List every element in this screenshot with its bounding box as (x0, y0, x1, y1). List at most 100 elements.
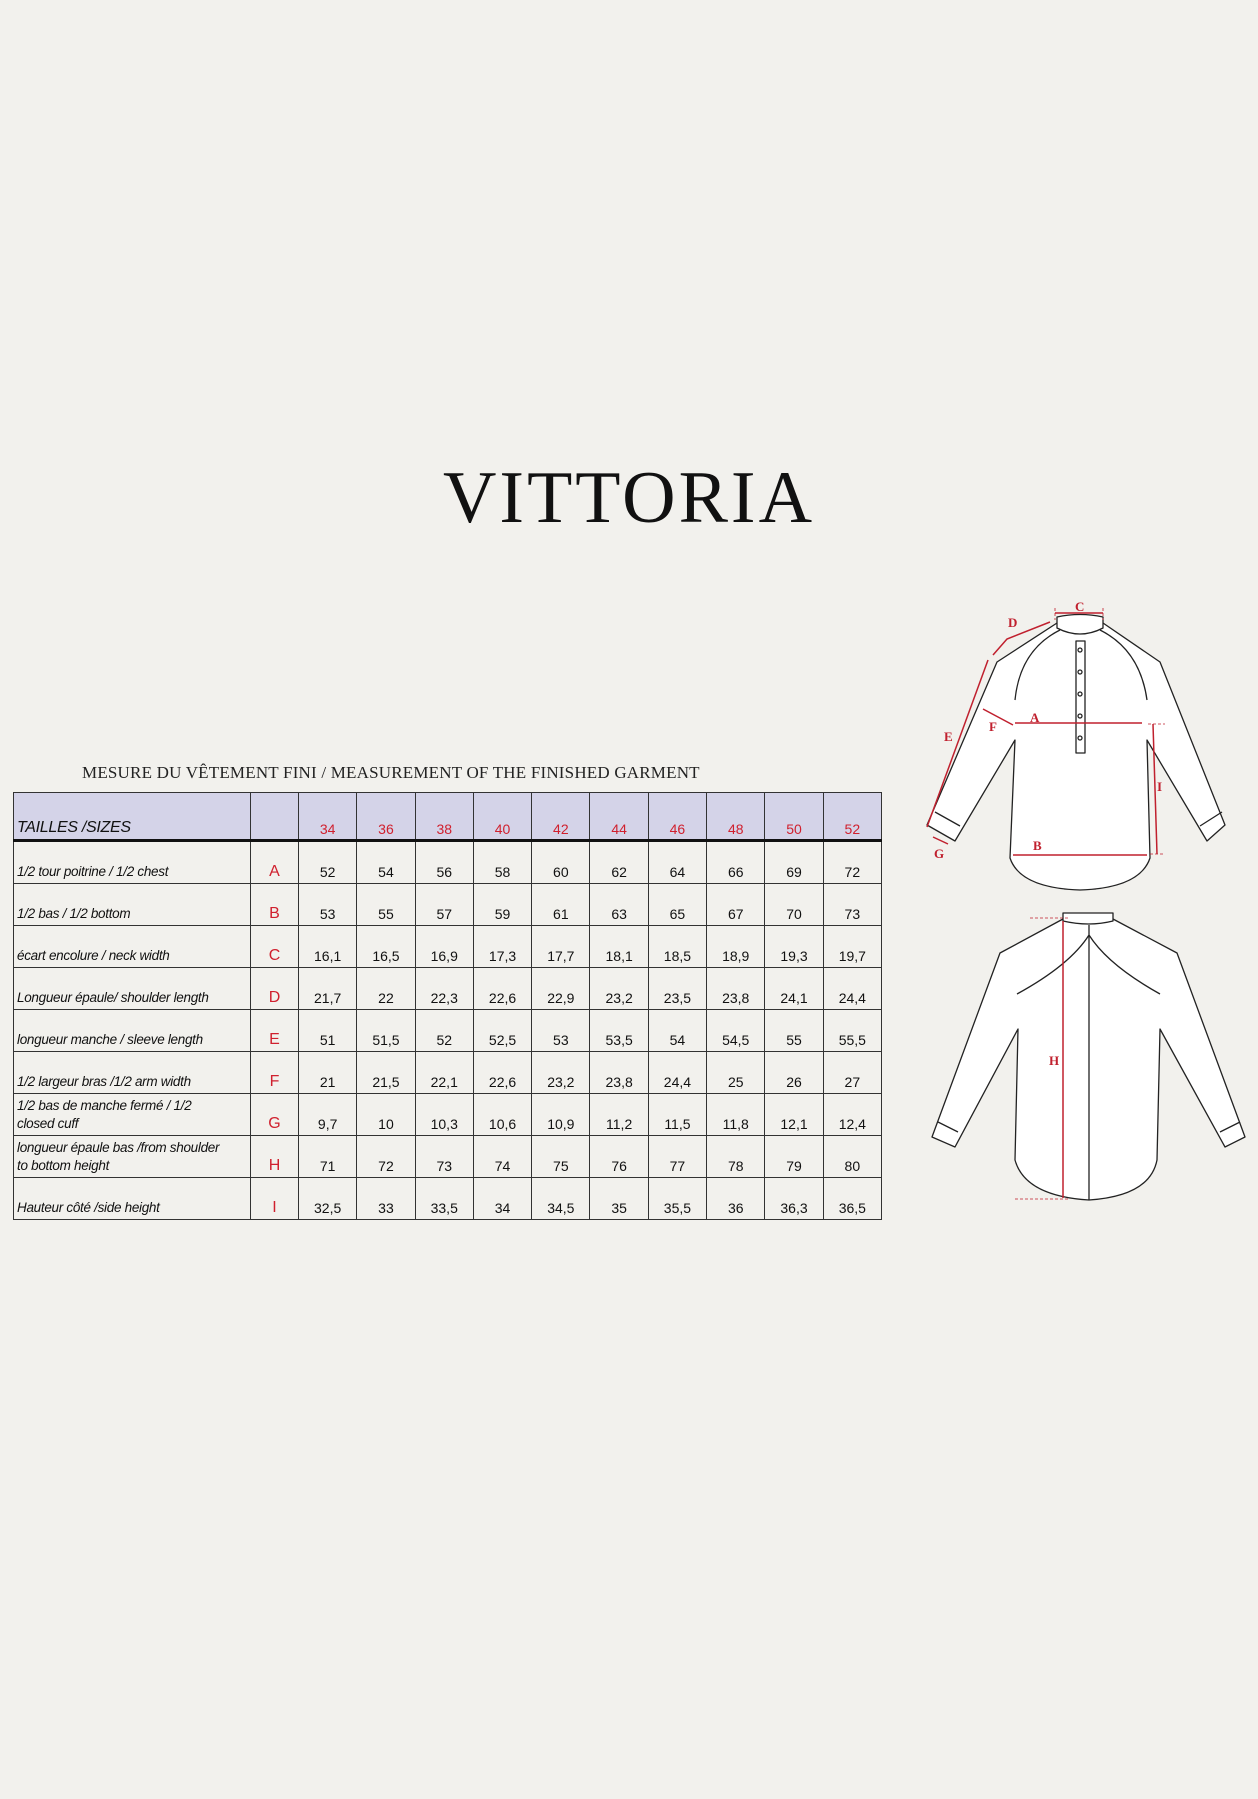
measurement-value: 23,2 (531, 1051, 591, 1094)
label-h: H (1049, 1053, 1059, 1068)
measurement-value: 35 (589, 1177, 649, 1220)
measurement-value: 33 (356, 1177, 416, 1220)
table-row: Longueur épaule/ shoulder length D 21,7 22 2… (13, 967, 882, 1010)
measurement-value: 17,7 (531, 925, 591, 968)
measurement-value: 70 (764, 883, 824, 926)
measurement-value: 55,5 (822, 1009, 882, 1052)
label-d: D (1008, 615, 1017, 630)
size-table: TAILLES /SIZES 34 36 38 40 42 44 46 48 50 52 1/2 to… (13, 792, 882, 1220)
measurement-value: 36 (706, 1177, 766, 1220)
measurement-value: 69 (764, 840, 824, 884)
label-i: I (1157, 779, 1162, 794)
label-f: F (989, 719, 997, 734)
measurement-value: 17,3 (472, 925, 533, 968)
measurement-label: 1/2 bas de manche fermé / 1/2 closed cuf… (13, 1093, 251, 1136)
table-header-row: TAILLES /SIZES 34 36 38 40 42 44 46 48 50 52 (13, 792, 882, 842)
measurement-value: 19,3 (764, 925, 824, 968)
measure-line-f (982, 708, 1014, 726)
measurement-value: 23,2 (589, 967, 649, 1010)
measurement-letter: C (250, 925, 299, 968)
measurement-value: 35,5 (647, 1177, 708, 1220)
measurement-value: 22 (356, 967, 416, 1010)
measurement-value: 24,1 (764, 967, 824, 1010)
measurement-value: 72 (822, 840, 882, 884)
measurement-value: 23,8 (589, 1051, 649, 1094)
measurement-label: 1/2 tour poitrine / 1/2 chest (13, 840, 251, 884)
measurement-letter: A (250, 840, 299, 884)
measurement-value: 52 (297, 840, 358, 884)
measurement-value: 54 (356, 840, 416, 884)
measurement-value: 51 (297, 1009, 358, 1052)
size-header: 36 (356, 792, 416, 842)
measurement-value: 18,9 (706, 925, 766, 968)
table-row: 1/2 largeur bras /1/2 arm width F 21 21,5 22… (13, 1051, 882, 1094)
measurement-value: 51,5 (356, 1009, 416, 1052)
measurement-value: 22,3 (414, 967, 474, 1010)
measurement-value: 72 (356, 1135, 416, 1178)
measurement-value: 79 (764, 1135, 824, 1178)
measurement-label: longueur manche / sleeve length (13, 1009, 251, 1052)
size-header: 38 (414, 792, 474, 842)
table-row: 1/2 tour poitrine / 1/2 chest A 52 54 56 58 60… (13, 840, 882, 884)
measurement-value: 67 (706, 883, 766, 926)
label-a: A (1030, 710, 1040, 725)
measurement-value: 80 (822, 1135, 882, 1178)
measurement-value: 34,5 (531, 1177, 591, 1220)
measurement-value: 75 (531, 1135, 591, 1178)
measurement-value: 77 (647, 1135, 708, 1178)
measure-line-i (1152, 723, 1158, 855)
measurement-value: 60 (531, 840, 591, 884)
measurement-value: 12,1 (764, 1093, 824, 1136)
label-g: G (934, 846, 944, 861)
size-header: 46 (647, 792, 708, 842)
label-b: B (1033, 838, 1042, 853)
measure-line-e (926, 659, 989, 828)
table-row: écart encolure / neck width C 16,1 16,5 16,9… (13, 925, 882, 968)
measurement-value: 74 (472, 1135, 533, 1178)
measure-line-g (932, 836, 949, 845)
measurement-letter: E (250, 1009, 299, 1052)
measurement-value: 24,4 (822, 967, 882, 1010)
measurement-value: 52,5 (472, 1009, 533, 1052)
measurement-value: 26 (764, 1051, 824, 1094)
measurement-value: 22,6 (472, 967, 533, 1010)
measurement-value: 16,1 (297, 925, 358, 968)
back-collar (1062, 912, 1114, 925)
table-row: Hauteur côté /side height I 32,5 33 33,5 34 34… (13, 1177, 882, 1220)
measurement-value: 63 (589, 883, 649, 926)
front-placket (1075, 640, 1086, 754)
table-row: 1/2 bas / 1/2 bottom B 53 55 57 59 61 63 65 67 70 7… (13, 883, 882, 926)
label-e: E (944, 729, 953, 744)
front-shirt-body (926, 622, 1226, 891)
measurement-value: 23,8 (706, 967, 766, 1010)
measurement-value: 36,5 (822, 1177, 882, 1220)
measurement-value: 36,3 (764, 1177, 824, 1220)
size-header: 48 (706, 792, 766, 842)
measurement-value: 53 (297, 883, 358, 926)
label-c: C (1075, 599, 1084, 614)
size-header: 50 (764, 792, 824, 842)
table-row: longueur épaule bas /from shoulder to bo… (13, 1135, 882, 1178)
measurement-value: 11,5 (647, 1093, 708, 1136)
measurement-value: 21,5 (356, 1051, 416, 1094)
measurement-value: 24,4 (647, 1051, 708, 1094)
measurement-value: 54,5 (706, 1009, 766, 1052)
measurement-value: 52 (414, 1009, 474, 1052)
measurement-value: 33,5 (414, 1177, 474, 1220)
measurement-label: Hauteur côté /side height (13, 1177, 251, 1220)
measurement-value: 56 (414, 840, 474, 884)
measurement-value: 57 (414, 883, 474, 926)
measurement-value: 27 (822, 1051, 882, 1094)
measurement-value: 16,9 (414, 925, 474, 968)
measurement-value: 16,5 (356, 925, 416, 968)
measurement-value: 73 (822, 883, 882, 926)
measurement-value: 34 (472, 1177, 533, 1220)
size-header: 34 (297, 792, 358, 842)
measurement-value: 10,9 (531, 1093, 591, 1136)
measurement-value: 62 (589, 840, 649, 884)
front-collar (1056, 613, 1104, 635)
table-row: 1/2 bas de manche fermé / 1/2 closed cuf… (13, 1093, 882, 1136)
letter-header (250, 792, 299, 842)
measurement-value: 11,8 (706, 1093, 766, 1136)
measurement-value: 66 (706, 840, 766, 884)
